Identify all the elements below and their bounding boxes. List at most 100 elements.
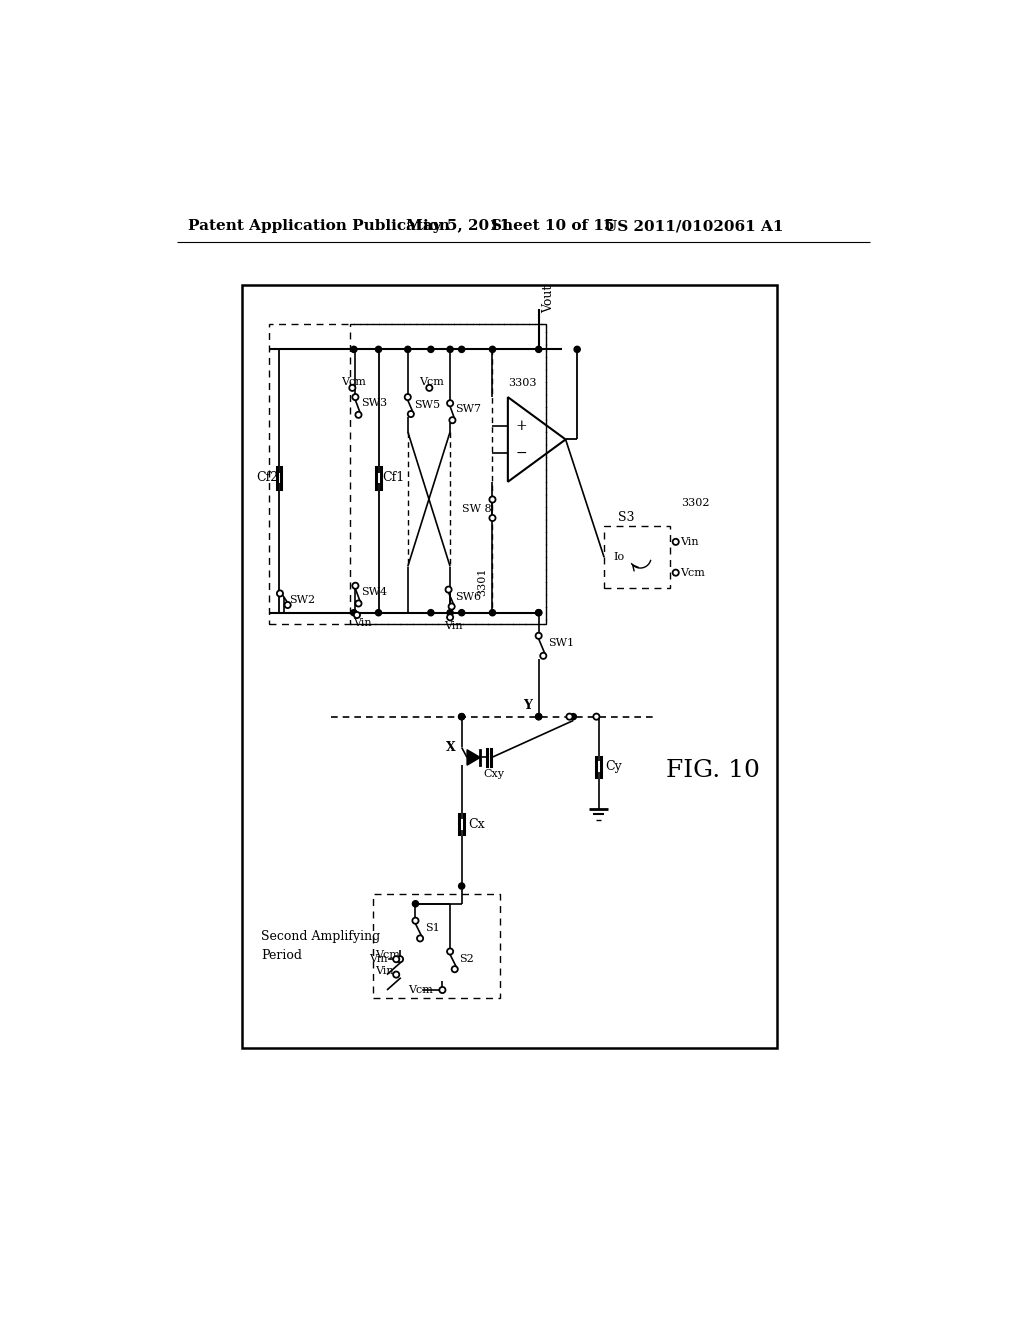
Text: Cy: Cy bbox=[605, 760, 622, 774]
Circle shape bbox=[285, 602, 291, 609]
Circle shape bbox=[352, 395, 358, 400]
Text: SW4: SW4 bbox=[361, 587, 388, 597]
Circle shape bbox=[536, 610, 542, 615]
Text: +: + bbox=[515, 418, 527, 433]
Text: FIG. 10: FIG. 10 bbox=[666, 759, 760, 781]
Circle shape bbox=[428, 610, 434, 615]
Circle shape bbox=[352, 582, 358, 589]
Text: Vin: Vin bbox=[370, 954, 388, 964]
Text: Vout: Vout bbox=[542, 285, 555, 313]
Circle shape bbox=[489, 496, 496, 503]
Text: SW2: SW2 bbox=[289, 594, 315, 605]
Circle shape bbox=[452, 966, 458, 973]
Text: X: X bbox=[446, 741, 456, 754]
Circle shape bbox=[447, 610, 454, 615]
Circle shape bbox=[393, 956, 399, 962]
Text: SW6: SW6 bbox=[455, 593, 481, 602]
Text: Y: Y bbox=[523, 698, 532, 711]
Text: 3303: 3303 bbox=[508, 379, 537, 388]
Circle shape bbox=[566, 714, 572, 719]
Circle shape bbox=[349, 385, 355, 391]
Circle shape bbox=[439, 987, 445, 993]
Circle shape bbox=[489, 346, 496, 352]
Circle shape bbox=[459, 883, 465, 890]
Text: Vin: Vin bbox=[444, 620, 463, 631]
Circle shape bbox=[397, 956, 403, 962]
Circle shape bbox=[447, 948, 454, 954]
Circle shape bbox=[376, 346, 382, 352]
Circle shape bbox=[450, 417, 456, 424]
Circle shape bbox=[428, 346, 434, 352]
Circle shape bbox=[536, 714, 542, 719]
Text: Period: Period bbox=[261, 949, 302, 962]
Circle shape bbox=[673, 570, 679, 576]
Circle shape bbox=[536, 632, 542, 639]
Text: Cxy: Cxy bbox=[483, 770, 504, 779]
Text: Vcm: Vcm bbox=[680, 568, 706, 578]
Text: Cx: Cx bbox=[468, 818, 484, 832]
Text: Cf2: Cf2 bbox=[256, 471, 279, 484]
Text: Vcm: Vcm bbox=[342, 376, 367, 387]
Circle shape bbox=[459, 346, 465, 352]
Circle shape bbox=[393, 972, 399, 978]
Circle shape bbox=[447, 614, 454, 620]
Circle shape bbox=[417, 936, 423, 941]
Circle shape bbox=[489, 515, 496, 521]
Text: SW3: SW3 bbox=[361, 399, 388, 408]
Circle shape bbox=[447, 346, 454, 352]
Circle shape bbox=[404, 346, 411, 352]
Text: US 2011/0102061 A1: US 2011/0102061 A1 bbox=[604, 219, 783, 234]
Text: −: − bbox=[515, 446, 527, 461]
Text: SW1: SW1 bbox=[548, 639, 574, 648]
Circle shape bbox=[426, 385, 432, 391]
Text: SW5: SW5 bbox=[414, 400, 440, 409]
Circle shape bbox=[536, 714, 542, 719]
Text: SW 8: SW 8 bbox=[462, 504, 492, 513]
Circle shape bbox=[459, 714, 465, 719]
Circle shape bbox=[276, 590, 283, 597]
Text: SW7: SW7 bbox=[456, 404, 481, 414]
Circle shape bbox=[408, 411, 414, 417]
Circle shape bbox=[673, 539, 679, 545]
Bar bbox=[373, 894, 500, 998]
Circle shape bbox=[376, 610, 382, 615]
Text: Sheet 10 of 15: Sheet 10 of 15 bbox=[490, 219, 614, 234]
Text: Vin: Vin bbox=[353, 618, 372, 628]
Text: S1: S1 bbox=[425, 924, 439, 933]
Text: Vcm: Vcm bbox=[419, 376, 444, 387]
Circle shape bbox=[351, 610, 357, 615]
Text: Vin: Vin bbox=[375, 966, 393, 975]
Bar bbox=[243, 285, 777, 1048]
Circle shape bbox=[351, 346, 357, 352]
Circle shape bbox=[404, 395, 411, 400]
Text: S3: S3 bbox=[617, 511, 635, 524]
Circle shape bbox=[445, 586, 452, 593]
Circle shape bbox=[355, 601, 361, 607]
Bar bbox=[604, 527, 670, 589]
Circle shape bbox=[449, 603, 455, 610]
Circle shape bbox=[536, 346, 542, 352]
Text: Vcm: Vcm bbox=[375, 950, 399, 961]
Circle shape bbox=[459, 714, 465, 719]
Circle shape bbox=[413, 900, 419, 907]
Circle shape bbox=[413, 917, 419, 924]
Circle shape bbox=[570, 714, 577, 719]
Text: Cf1: Cf1 bbox=[382, 471, 404, 484]
Text: Vin: Vin bbox=[680, 537, 699, 546]
Circle shape bbox=[489, 610, 496, 615]
Circle shape bbox=[459, 610, 465, 615]
Circle shape bbox=[593, 714, 599, 719]
Text: S2: S2 bbox=[460, 954, 474, 964]
Circle shape bbox=[354, 612, 360, 618]
Text: May 5, 2011: May 5, 2011 bbox=[407, 219, 511, 234]
Text: 3301: 3301 bbox=[477, 568, 487, 597]
Text: Vcm: Vcm bbox=[408, 985, 432, 995]
Circle shape bbox=[536, 610, 542, 615]
Text: Io: Io bbox=[613, 552, 625, 562]
Text: Second Amplifying: Second Amplifying bbox=[261, 929, 381, 942]
Bar bbox=[350, 323, 547, 624]
Circle shape bbox=[355, 412, 361, 418]
Circle shape bbox=[574, 346, 581, 352]
Text: 3302: 3302 bbox=[681, 499, 710, 508]
Text: Patent Application Publication: Patent Application Publication bbox=[188, 219, 451, 234]
